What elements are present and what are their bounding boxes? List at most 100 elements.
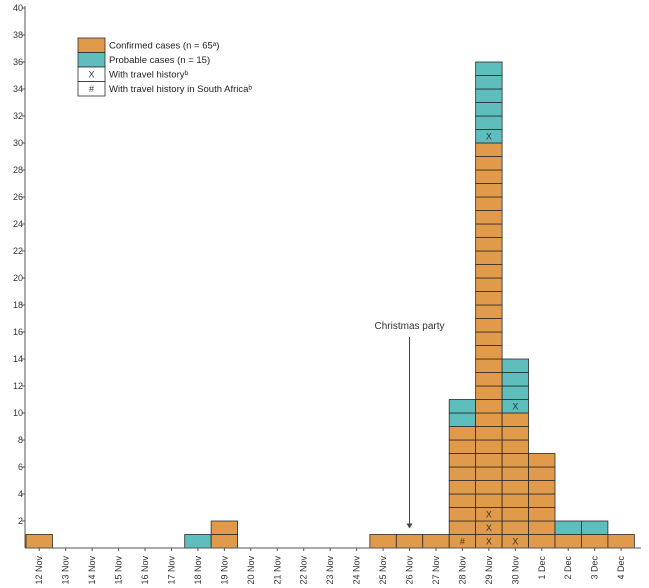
y-tick-label: 8	[18, 435, 23, 445]
case-marker: X	[486, 523, 492, 533]
x-tick-label: 28 Nov	[457, 556, 467, 585]
confirmed-case-box-28-nov	[448, 439, 477, 454]
x-tick-label: 25 Nov	[378, 556, 388, 585]
legend-swatch	[77, 37, 106, 53]
confirmed-case-box-29-nov	[475, 372, 503, 387]
confirmed-case-box-29-nov	[475, 264, 503, 279]
confirmed-case-box-29-nov	[475, 237, 503, 252]
confirmed-case-box-1-dec	[528, 480, 556, 495]
confirmed-case-box-29-nov	[475, 291, 503, 306]
confirmed-case-box-29-nov	[475, 142, 503, 157]
confirmed-case-box-29-nov	[475, 385, 503, 400]
confirmed-case-box-27-nov	[422, 534, 450, 549]
legend-swatch	[77, 52, 106, 68]
confirmed-case-box-29-nov	[475, 250, 503, 265]
confirmed-case-box-26-nov	[395, 534, 424, 549]
case-marker: X	[512, 536, 518, 546]
y-tick-label: 30	[13, 138, 23, 148]
case-marker: X	[512, 401, 518, 411]
x-tick-label: 29 Nov	[484, 556, 494, 585]
confirmed-case-box-29-nov	[475, 493, 503, 508]
x-tick-label: 4 Dec	[616, 556, 626, 580]
x-tick-label: 24 Nov	[352, 556, 362, 585]
x-tick-label: 17 Nov	[166, 556, 176, 585]
confirmed-case-box-30-nov	[501, 439, 529, 454]
confirmed-case-box-30-nov	[501, 480, 529, 495]
probable-case-box-28-nov	[448, 412, 477, 427]
legend-label: With travel historyᵇ	[109, 70, 188, 81]
confirmed-case-box-29-nov	[475, 169, 503, 184]
case-marker: X	[486, 509, 492, 519]
x-tick-label: 18 Nov	[193, 556, 203, 585]
legend-label: Confirmed cases (n = 65ᵃ)	[109, 41, 219, 52]
confirmed-case-box-30-nov	[501, 426, 529, 441]
confirmed-case-box-28-nov	[448, 426, 477, 441]
y-tick-label: 24	[13, 219, 23, 229]
case-marker: X	[486, 536, 492, 546]
confirmed-case-box-28-nov	[448, 453, 477, 468]
x-tick-label: 16 Nov	[140, 556, 150, 585]
confirmed-case-box-1-dec	[528, 534, 556, 549]
confirmed-case-box-1-dec	[528, 453, 556, 468]
confirmed-case-box-28-nov	[448, 520, 477, 535]
confirmed-case-box-30-nov	[501, 493, 529, 508]
y-tick-label: 2	[18, 516, 23, 526]
annotation: Christmas party	[375, 321, 445, 529]
x-tick-label: 15 Nov	[114, 556, 124, 585]
probable-case-box-29-nov	[475, 115, 503, 130]
y-tick-label: 38	[13, 30, 23, 40]
confirmed-case-box-29-nov	[475, 439, 503, 454]
x-tick-label: 20 Nov	[246, 556, 256, 585]
x-tick-label: 21 Nov	[272, 556, 282, 585]
probable-case-box-30-nov	[501, 372, 529, 387]
legend-label: With travel history in South Africaᵇ	[109, 84, 252, 95]
confirmed-case-box-29-nov	[475, 480, 503, 495]
confirmed-case-box-29-nov	[475, 426, 503, 441]
probable-case-box-29-nov	[475, 88, 503, 103]
confirmed-case-box-30-nov	[501, 466, 529, 481]
confirmed-case-box-19-nov	[210, 520, 238, 535]
y-tick-label: 10	[13, 408, 23, 418]
y-tick-label: 12	[13, 381, 23, 391]
x-tick-label: 19 Nov	[219, 556, 229, 585]
confirmed-case-box-30-nov	[501, 412, 529, 427]
x-tick-label: 2 Dec	[563, 556, 573, 580]
y-tick-label: 20	[13, 273, 23, 283]
confirmed-case-box-29-nov	[475, 277, 503, 292]
confirmed-case-box-1-dec	[528, 520, 556, 535]
probable-case-box-28-nov	[448, 399, 477, 414]
confirmed-case-box-29-nov	[475, 304, 503, 319]
confirmed-case-box-29-nov	[475, 183, 503, 198]
annotation-arrow-head	[406, 523, 413, 529]
confirmed-case-box-30-nov	[501, 520, 529, 535]
bar-cells	[25, 61, 635, 549]
confirmed-case-box-29-nov	[475, 196, 503, 211]
x-tick-label: 26 Nov	[405, 556, 415, 585]
confirmed-case-box-29-nov	[475, 412, 503, 427]
confirmed-case-box-28-nov	[448, 466, 477, 481]
annotation-label: Christmas party	[375, 321, 445, 332]
y-tick-label: 4	[18, 489, 23, 499]
legend: Confirmed cases (n = 65ᵃ) Probable cases …	[77, 37, 252, 97]
confirmed-case-box-29-nov	[475, 210, 503, 225]
confirmed-case-box-1-dec	[528, 493, 556, 508]
confirmed-case-box-30-nov	[501, 453, 529, 468]
legend-label: Probable cases (n = 15)	[109, 55, 210, 66]
confirmed-case-box-29-nov	[475, 318, 503, 333]
confirmed-case-box-2-dec	[554, 534, 582, 549]
confirmed-case-box-29-nov	[475, 453, 503, 468]
y-tick-label: 14	[13, 354, 23, 364]
confirmed-case-box-29-nov	[475, 345, 503, 360]
confirmed-case-box-29-nov	[475, 358, 503, 373]
y-tick-label: 32	[13, 111, 23, 121]
confirmed-case-box-19-nov	[210, 534, 238, 549]
confirmed-case-box-29-nov	[475, 331, 503, 346]
confirmed-case-box-4-dec	[607, 534, 635, 549]
x-tick-label: 13 Nov	[61, 556, 71, 585]
x-tick-label: 27 Nov	[431, 556, 441, 585]
confirmed-case-box-12-nov	[25, 534, 53, 549]
probable-case-box-29-nov	[475, 61, 503, 76]
confirmed-case-box-29-nov	[475, 156, 503, 171]
